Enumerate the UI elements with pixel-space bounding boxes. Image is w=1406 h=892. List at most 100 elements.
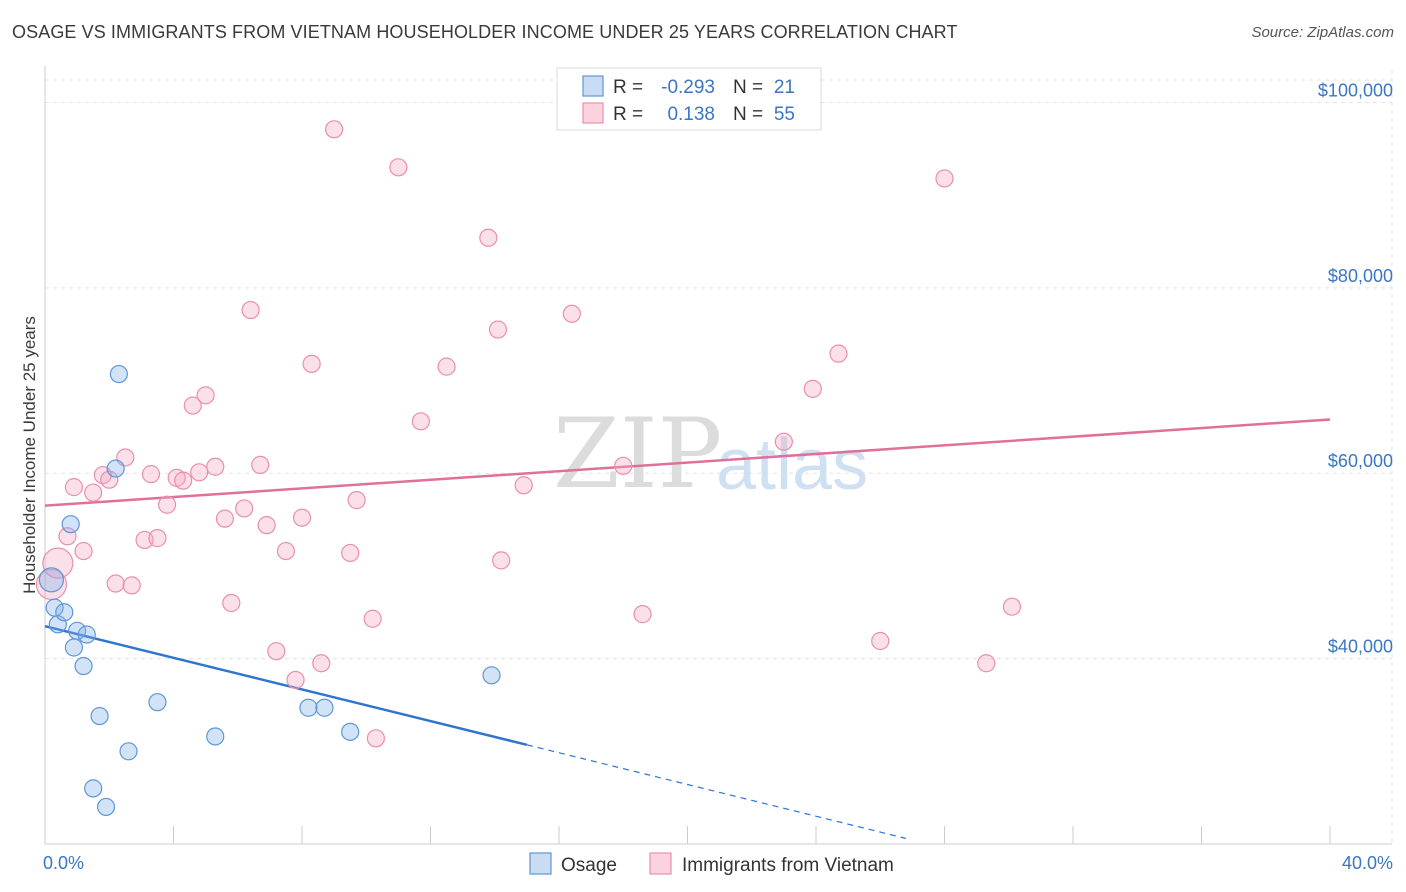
point-vietnam (267, 642, 286, 661)
point-vietnam (347, 491, 366, 510)
point-osage (341, 722, 360, 741)
point-osage (38, 567, 65, 593)
point-vietnam (341, 543, 360, 563)
point-vietnam (366, 729, 385, 748)
point-vietnam (196, 386, 215, 405)
point-vietnam (492, 551, 511, 570)
point-vietnam (74, 541, 93, 561)
series-legend: Osage Immigrants from Vietnam (529, 852, 894, 876)
point-vietnam (122, 576, 141, 595)
point-osage (148, 693, 167, 712)
point-vietnam (84, 483, 103, 502)
legend-r-value: -0.293 (661, 77, 715, 98)
point-vietnam (325, 120, 344, 139)
point-vietnam (286, 670, 305, 690)
point-vietnam (292, 508, 312, 527)
trend-line-vietnam (44, 418, 1331, 507)
point-vietnam (562, 304, 581, 323)
point-osage (96, 797, 116, 817)
point-vietnam (977, 654, 996, 673)
point-vietnam (312, 654, 331, 673)
point-vietnam (411, 412, 430, 431)
chart-title: OSAGE VS IMMIGRANTS FROM VIETNAM HOUSEHO… (12, 22, 958, 42)
point-vietnam (774, 432, 793, 451)
y-tick-label: $100,000 (1318, 80, 1393, 100)
point-vietnam (276, 541, 296, 561)
point-vietnam (251, 455, 270, 474)
legend-swatch-vietnam (582, 102, 604, 124)
legend-r-value: 0.138 (667, 104, 715, 125)
legend-n-value: 21 (774, 77, 795, 98)
point-vietnam (241, 300, 260, 320)
point-vietnam (215, 509, 234, 528)
point-vietnam (1002, 597, 1022, 616)
point-vietnam (100, 470, 119, 489)
point-osage (64, 638, 84, 657)
point-vietnam (803, 379, 822, 398)
y-axis-label: Householder Income Under 25 years (20, 316, 39, 594)
watermark-zip: ZIP (553, 398, 722, 510)
point-vietnam (235, 499, 254, 518)
source-credit: Source: ZipAtlas.com (1251, 24, 1394, 41)
point-osage (68, 621, 87, 640)
legend-swatch-osage (582, 75, 604, 97)
data-points (35, 120, 1022, 817)
point-osage (74, 656, 93, 676)
point-osage (119, 742, 138, 761)
legend-label-vietnam: Immigrants from Vietnam (682, 855, 894, 876)
point-vietnam (106, 574, 125, 593)
point-vietnam (42, 547, 74, 579)
y-tick-label: $60,000 (1328, 451, 1393, 471)
point-vietnam (633, 605, 652, 624)
legend-r-label: R = (613, 104, 643, 125)
point-vietnam (190, 463, 209, 482)
axes (44, 66, 1392, 845)
point-vietnam (514, 476, 533, 495)
point-osage (206, 727, 225, 746)
legend-label-osage: Osage (561, 855, 617, 876)
legend-swatch-osage (529, 852, 552, 875)
point-vietnam (614, 456, 633, 475)
point-vietnam (148, 529, 167, 548)
point-osage (482, 666, 501, 685)
watermark-atlas: atlas (716, 425, 868, 505)
point-osage (77, 625, 96, 644)
y-tick-label: $80,000 (1328, 266, 1393, 286)
point-vietnam (363, 609, 382, 628)
point-osage (90, 706, 109, 726)
legend-n-value: 55 (774, 104, 795, 125)
point-vietnam (389, 158, 408, 177)
point-vietnam (871, 631, 890, 651)
legend-swatch-vietnam (649, 852, 672, 875)
x-axis-ticks: 0.0% 40.0% (43, 853, 1393, 873)
y-tick-label: $40,000 (1328, 637, 1393, 657)
legend-n-label: N = (733, 104, 763, 125)
point-vietnam (302, 354, 321, 373)
point-vietnam (141, 465, 161, 484)
legend-r-label: R = (613, 77, 643, 98)
point-vietnam (479, 228, 498, 247)
point-osage (61, 515, 80, 534)
trend-lines (44, 418, 1331, 840)
point-vietnam (437, 357, 456, 376)
trend-line-osage (44, 624, 528, 747)
point-vietnam (64, 478, 84, 497)
point-vietnam (206, 457, 225, 476)
point-vietnam (257, 516, 276, 535)
point-vietnam (183, 396, 202, 415)
point-vietnam (157, 495, 177, 514)
point-vietnam (488, 320, 508, 339)
x-tick-label: 0.0% (43, 853, 84, 873)
point-osage (315, 698, 334, 717)
point-vietnam (174, 471, 193, 490)
point-osage (299, 698, 318, 717)
point-vietnam (935, 169, 954, 188)
legend-n-label: N = (733, 77, 763, 98)
point-osage (106, 459, 125, 478)
trend-line-osage-extension (526, 744, 907, 840)
x-tick-label: 40.0% (1342, 853, 1393, 873)
stats-legend: R = -0.293 N = 21 R = 0.138 N = 55 (556, 67, 822, 131)
point-osage (109, 364, 128, 384)
point-vietnam (222, 593, 241, 613)
